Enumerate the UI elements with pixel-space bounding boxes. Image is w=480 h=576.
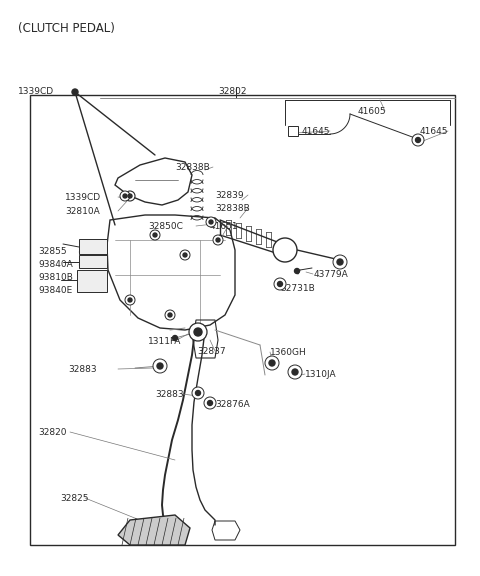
Circle shape [165,310,175,320]
Text: 32802: 32802 [218,87,247,96]
Circle shape [333,255,347,269]
Circle shape [216,238,220,242]
Circle shape [72,89,78,95]
Text: 32855: 32855 [38,247,67,256]
Circle shape [128,298,132,302]
Text: 1339CD: 1339CD [65,193,101,202]
Text: 32850C: 32850C [148,222,183,231]
Circle shape [123,194,127,198]
Circle shape [189,323,207,341]
Circle shape [265,356,279,370]
Circle shape [180,250,190,260]
Circle shape [157,363,163,369]
Bar [79,239,107,254]
Text: 32838B: 32838B [215,204,250,213]
Circle shape [269,360,275,366]
Circle shape [292,369,298,375]
Circle shape [209,220,213,224]
Circle shape [288,365,302,379]
Circle shape [192,387,204,399]
Text: 43779A: 43779A [314,270,349,279]
Circle shape [337,259,343,265]
Circle shape [195,391,201,396]
Circle shape [125,191,135,201]
Text: 93840A: 93840A [38,260,73,269]
Circle shape [274,278,286,290]
Circle shape [172,335,178,340]
Circle shape [273,238,297,262]
Circle shape [150,230,160,240]
Text: 32883: 32883 [68,365,96,374]
Bar [79,255,107,268]
Bar [30,95,455,545]
Text: 32883: 32883 [155,390,184,399]
Text: 32820: 32820 [38,428,67,437]
Text: (CLUTCH PEDAL): (CLUTCH PEDAL) [18,22,115,35]
Text: 32838B: 32838B [175,163,210,172]
Text: 1339CD: 1339CD [18,87,54,96]
Text: 93840E: 93840E [38,286,72,295]
Text: 1360GH: 1360GH [270,348,307,357]
Text: 41645: 41645 [420,127,448,136]
Bar [77,270,107,292]
Text: 32839: 32839 [215,191,244,200]
Polygon shape [118,515,190,545]
Circle shape [125,295,135,305]
Text: 32810A: 32810A [65,207,100,216]
Circle shape [416,138,420,142]
Text: 32876A: 32876A [215,400,250,409]
Text: 1310JA: 1310JA [305,370,336,379]
Circle shape [412,134,424,146]
Text: 41651: 41651 [210,222,239,231]
Circle shape [213,235,223,245]
Circle shape [207,400,213,406]
Text: 1311FA: 1311FA [148,337,181,346]
Circle shape [168,313,172,317]
Circle shape [120,191,130,201]
Text: 32731B: 32731B [280,284,315,293]
Text: 41645: 41645 [302,127,331,136]
Circle shape [153,359,167,373]
Circle shape [204,397,216,409]
Text: 32837: 32837 [197,347,226,356]
Text: 93810B: 93810B [38,273,73,282]
Text: 32825: 32825 [60,494,88,503]
Circle shape [194,328,202,336]
Bar [288,126,298,136]
Circle shape [183,253,187,257]
Circle shape [277,282,283,286]
Circle shape [206,217,216,227]
Circle shape [295,268,300,274]
Text: 41605: 41605 [358,107,386,116]
Circle shape [128,194,132,198]
Circle shape [153,233,157,237]
